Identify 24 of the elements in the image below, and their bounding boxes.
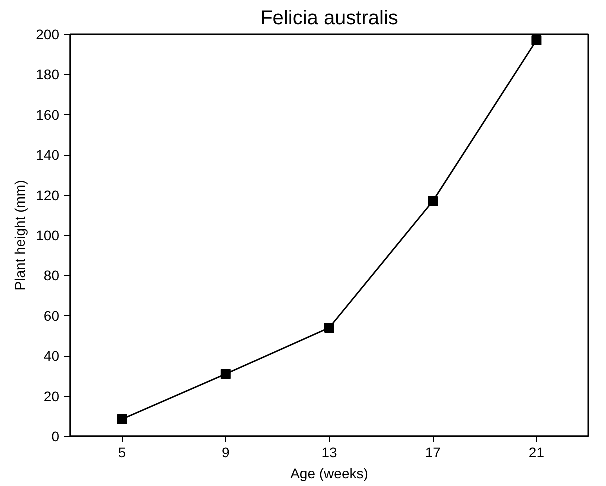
- y-tick-label: 20: [44, 388, 60, 404]
- x-tick-label: 17: [425, 444, 442, 460]
- x-tick-label: 9: [222, 444, 230, 460]
- y-tick-label: 0: [52, 428, 60, 444]
- point: [324, 322, 334, 333]
- y-axis-title: Plant height (mm): [12, 180, 28, 291]
- x-tick-label: 5: [118, 444, 126, 460]
- point: [532, 36, 542, 46]
- y-tick-label: 180: [36, 66, 60, 83]
- y-tick-label: 40: [44, 348, 60, 364]
- y-tick-label: 80: [44, 268, 60, 284]
- y-tick-label: 200: [36, 26, 60, 42]
- y-tick-label: 100: [36, 228, 60, 244]
- y-tick-label: 60: [44, 308, 60, 324]
- chart-title: Felicia australis: [260, 8, 398, 30]
- y-tick-label: 160: [36, 106, 60, 123]
- y-tick-label: 120: [36, 187, 60, 204]
- x-tick-label: 21: [528, 444, 545, 460]
- point: [220, 369, 231, 380]
- point: [117, 414, 128, 424]
- x-axis-title: Age (weeks): [290, 466, 368, 482]
- x-tick-label: 13: [322, 444, 338, 460]
- point: [428, 196, 438, 206]
- y-tick-label: 140: [36, 147, 60, 164]
